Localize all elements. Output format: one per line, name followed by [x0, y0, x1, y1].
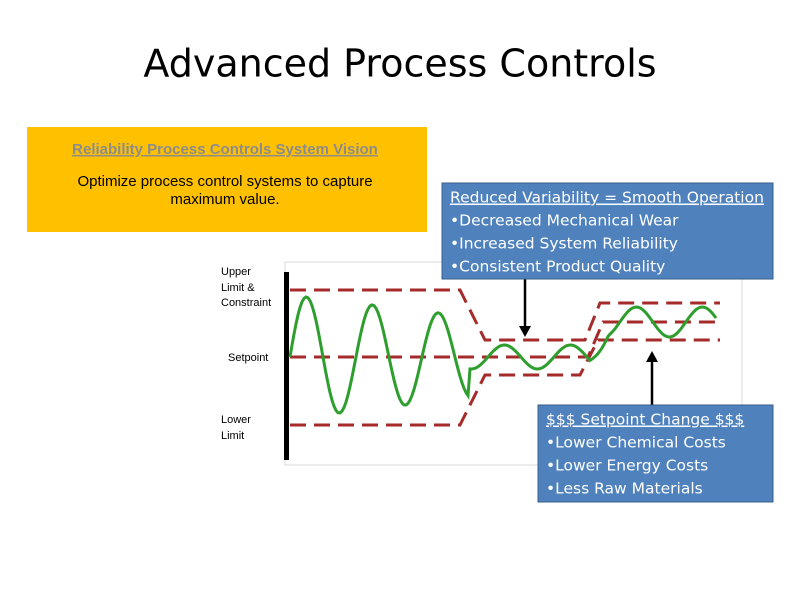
limit-lines — [290, 288, 720, 427]
axis-label: Constraint — [221, 297, 271, 309]
callout-box — [537, 404, 774, 503]
axis-label: Limit — [221, 430, 244, 442]
callout-item: •Lower Energy Costs — [546, 457, 708, 475]
callout-heading: Reduced Variability = Smooth Operation — [450, 189, 764, 207]
axis-bar — [284, 272, 289, 460]
vision-text: maximum value. — [170, 191, 279, 208]
callout-item: •Less Raw Materials — [546, 480, 703, 498]
callout-item: •Consistent Product Quality — [450, 258, 665, 276]
axis-label: Setpoint — [228, 352, 268, 364]
slide-title: Advanced Process Controls — [143, 42, 656, 86]
callout-item: •Decreased Mechanical Wear — [450, 212, 679, 230]
axis-label: Limit & — [221, 282, 255, 294]
process-wave — [288, 295, 718, 415]
vision-heading: Reliability Process Controls System Visi… — [72, 141, 378, 158]
lower-limit — [290, 338, 720, 427]
callout-heading: $$$ Setpoint Change $$$ — [546, 411, 744, 429]
callout-item: •Increased System Reliability — [450, 235, 678, 253]
arrow-head — [646, 351, 658, 362]
upper-limit — [290, 288, 720, 342]
vision-text: Optimize process control systems to capt… — [77, 173, 372, 190]
callout-item: •Lower Chemical Costs — [546, 434, 726, 452]
setpoint-line — [290, 320, 720, 359]
axis-label: Lower — [221, 414, 251, 426]
callout-box — [441, 182, 774, 280]
arrow-head — [519, 326, 531, 337]
axis-label: Upper — [221, 266, 251, 278]
vision-box — [27, 127, 427, 232]
